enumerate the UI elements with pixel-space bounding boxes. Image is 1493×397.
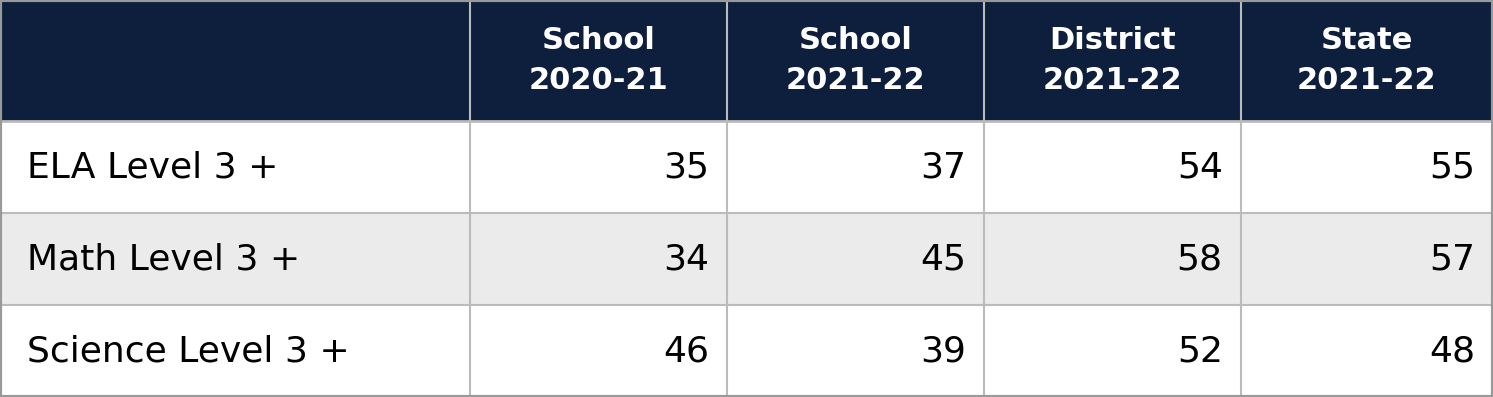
Text: School
2021-22: School 2021-22 xyxy=(785,26,926,95)
Bar xyxy=(984,121,1241,213)
Bar xyxy=(727,0,984,121)
Text: 35: 35 xyxy=(663,150,709,184)
Text: 55: 55 xyxy=(1429,150,1475,184)
Bar xyxy=(1241,121,1493,213)
Bar xyxy=(727,305,984,397)
Bar xyxy=(0,121,470,213)
Bar xyxy=(470,305,727,397)
Text: Math Level 3 +: Math Level 3 + xyxy=(27,242,300,276)
Bar xyxy=(984,0,1241,121)
Bar xyxy=(984,213,1241,305)
Text: School
2020-21: School 2020-21 xyxy=(529,26,669,95)
Text: 37: 37 xyxy=(920,150,966,184)
Bar xyxy=(1241,305,1493,397)
Bar xyxy=(727,213,984,305)
Bar xyxy=(984,305,1241,397)
Text: 46: 46 xyxy=(663,334,709,368)
Text: State
2021-22: State 2021-22 xyxy=(1297,26,1436,95)
Text: 52: 52 xyxy=(1176,334,1223,368)
Bar xyxy=(470,213,727,305)
Bar xyxy=(470,0,727,121)
Text: 45: 45 xyxy=(920,242,966,276)
Bar xyxy=(1241,0,1493,121)
Bar xyxy=(0,213,470,305)
Bar xyxy=(0,305,470,397)
Text: ELA Level 3 +: ELA Level 3 + xyxy=(27,150,278,184)
Bar xyxy=(1241,213,1493,305)
Bar xyxy=(0,0,470,121)
Bar xyxy=(727,121,984,213)
Bar xyxy=(470,121,727,213)
Text: 48: 48 xyxy=(1429,334,1475,368)
Text: Science Level 3 +: Science Level 3 + xyxy=(27,334,349,368)
Text: 54: 54 xyxy=(1176,150,1223,184)
Text: District
2021-22: District 2021-22 xyxy=(1042,26,1182,95)
Text: 34: 34 xyxy=(663,242,709,276)
Text: 39: 39 xyxy=(920,334,966,368)
Text: 57: 57 xyxy=(1429,242,1475,276)
Text: 58: 58 xyxy=(1176,242,1223,276)
